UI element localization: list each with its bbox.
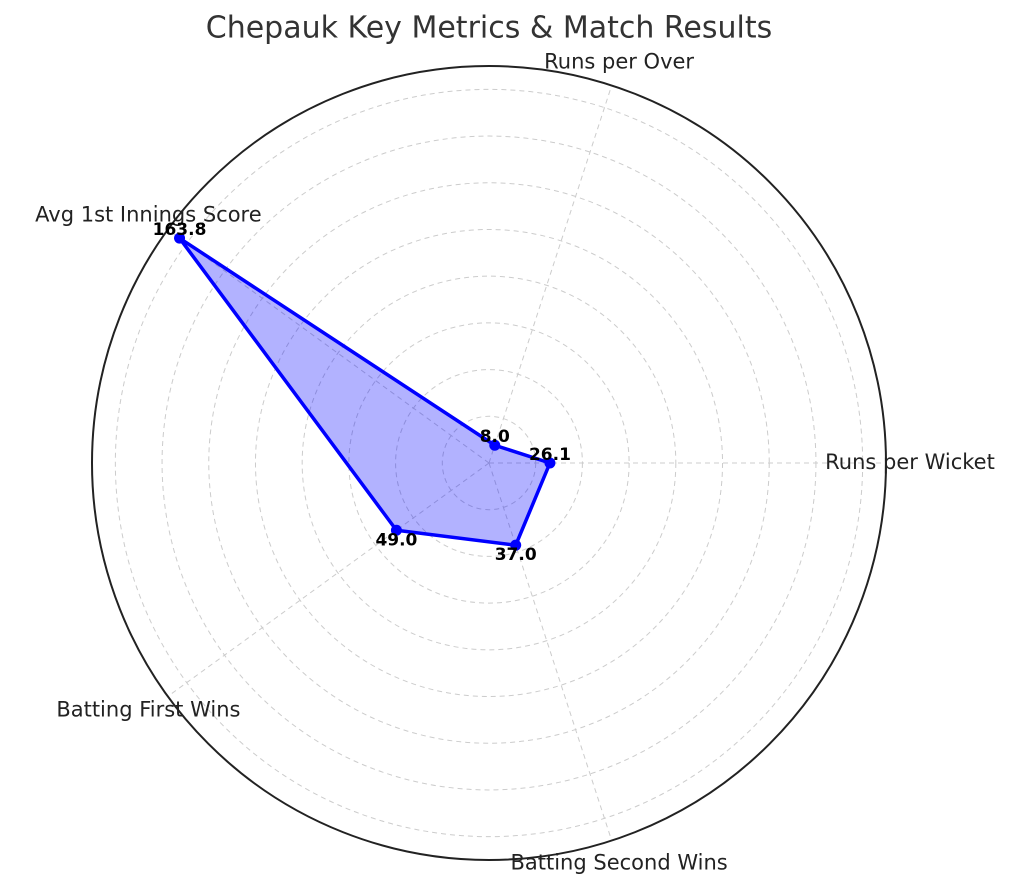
axis-label: Avg 1st Innings Score xyxy=(35,203,262,227)
chart-title: Chepauk Key Metrics & Match Results xyxy=(206,11,772,46)
point xyxy=(174,232,186,244)
point xyxy=(489,439,501,451)
axis-label: Batting First Wins xyxy=(56,697,240,721)
grid-ring xyxy=(254,228,724,698)
grid-ring xyxy=(348,322,630,604)
value-label: 26.1 xyxy=(529,445,571,465)
radar-area xyxy=(178,236,553,548)
value-label: 49.0 xyxy=(375,530,417,550)
axis-label: Runs per Wicket xyxy=(825,450,995,474)
spoke xyxy=(167,229,490,464)
spoke xyxy=(488,462,613,841)
outer-circle xyxy=(91,65,887,861)
axis-label: Runs per Over xyxy=(544,50,694,74)
point xyxy=(510,539,522,551)
value-label: 163.8 xyxy=(153,220,207,240)
spoke xyxy=(167,462,490,697)
grid-ring xyxy=(301,275,677,651)
point xyxy=(390,524,402,536)
point xyxy=(544,457,556,469)
spoke xyxy=(488,85,613,464)
value-label: 37.0 xyxy=(495,545,537,565)
value-label: 8.0 xyxy=(480,427,510,447)
axis-label: Batting Second Wins xyxy=(510,850,727,874)
